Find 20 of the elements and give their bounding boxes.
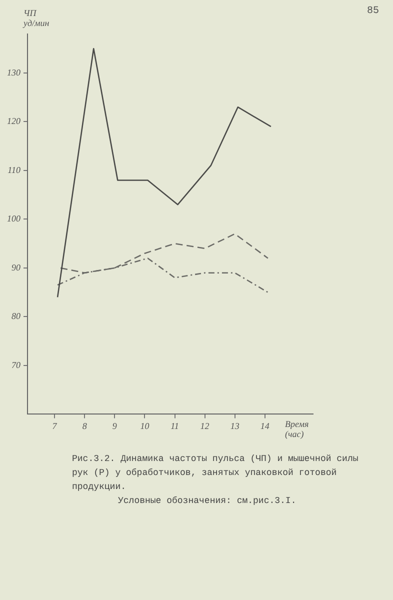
y-axis-title: ЧП уд/мин [22, 8, 50, 28]
x-tick-label: 9 [112, 420, 118, 431]
y-tick-label: 80 [12, 311, 21, 322]
x-tick-label: 12 [200, 420, 210, 431]
y-tick-label: 100 [7, 214, 21, 224]
y-tick-label: 130 [7, 67, 21, 78]
x-tick-label: 8 [82, 420, 88, 431]
x-axis-title: Время (час) [285, 419, 309, 440]
x-tick-label: 14 [260, 420, 270, 431]
x-tick-label: 7 [52, 420, 58, 431]
text: Рис.3.2. Динамика частоты пульса (ЧП) и мышечной силы рук (Р) у обработчиков, занятых упаковкой готовой продукции. [72, 453, 360, 494]
x-tick-label: 11 [170, 420, 179, 431]
text: Условные обозначения: см.рис.3.I. [117, 495, 298, 508]
y-tick-label: 110 [8, 164, 21, 175]
x-tick-label: 13 [230, 420, 240, 431]
text: 85 [366, 6, 379, 17]
y-tick-label: 70 [12, 360, 21, 370]
x-tick-label: 10 [140, 420, 150, 431]
y-tick-label: 90 [12, 262, 21, 272]
y-tick-label: 120 [7, 116, 21, 126]
